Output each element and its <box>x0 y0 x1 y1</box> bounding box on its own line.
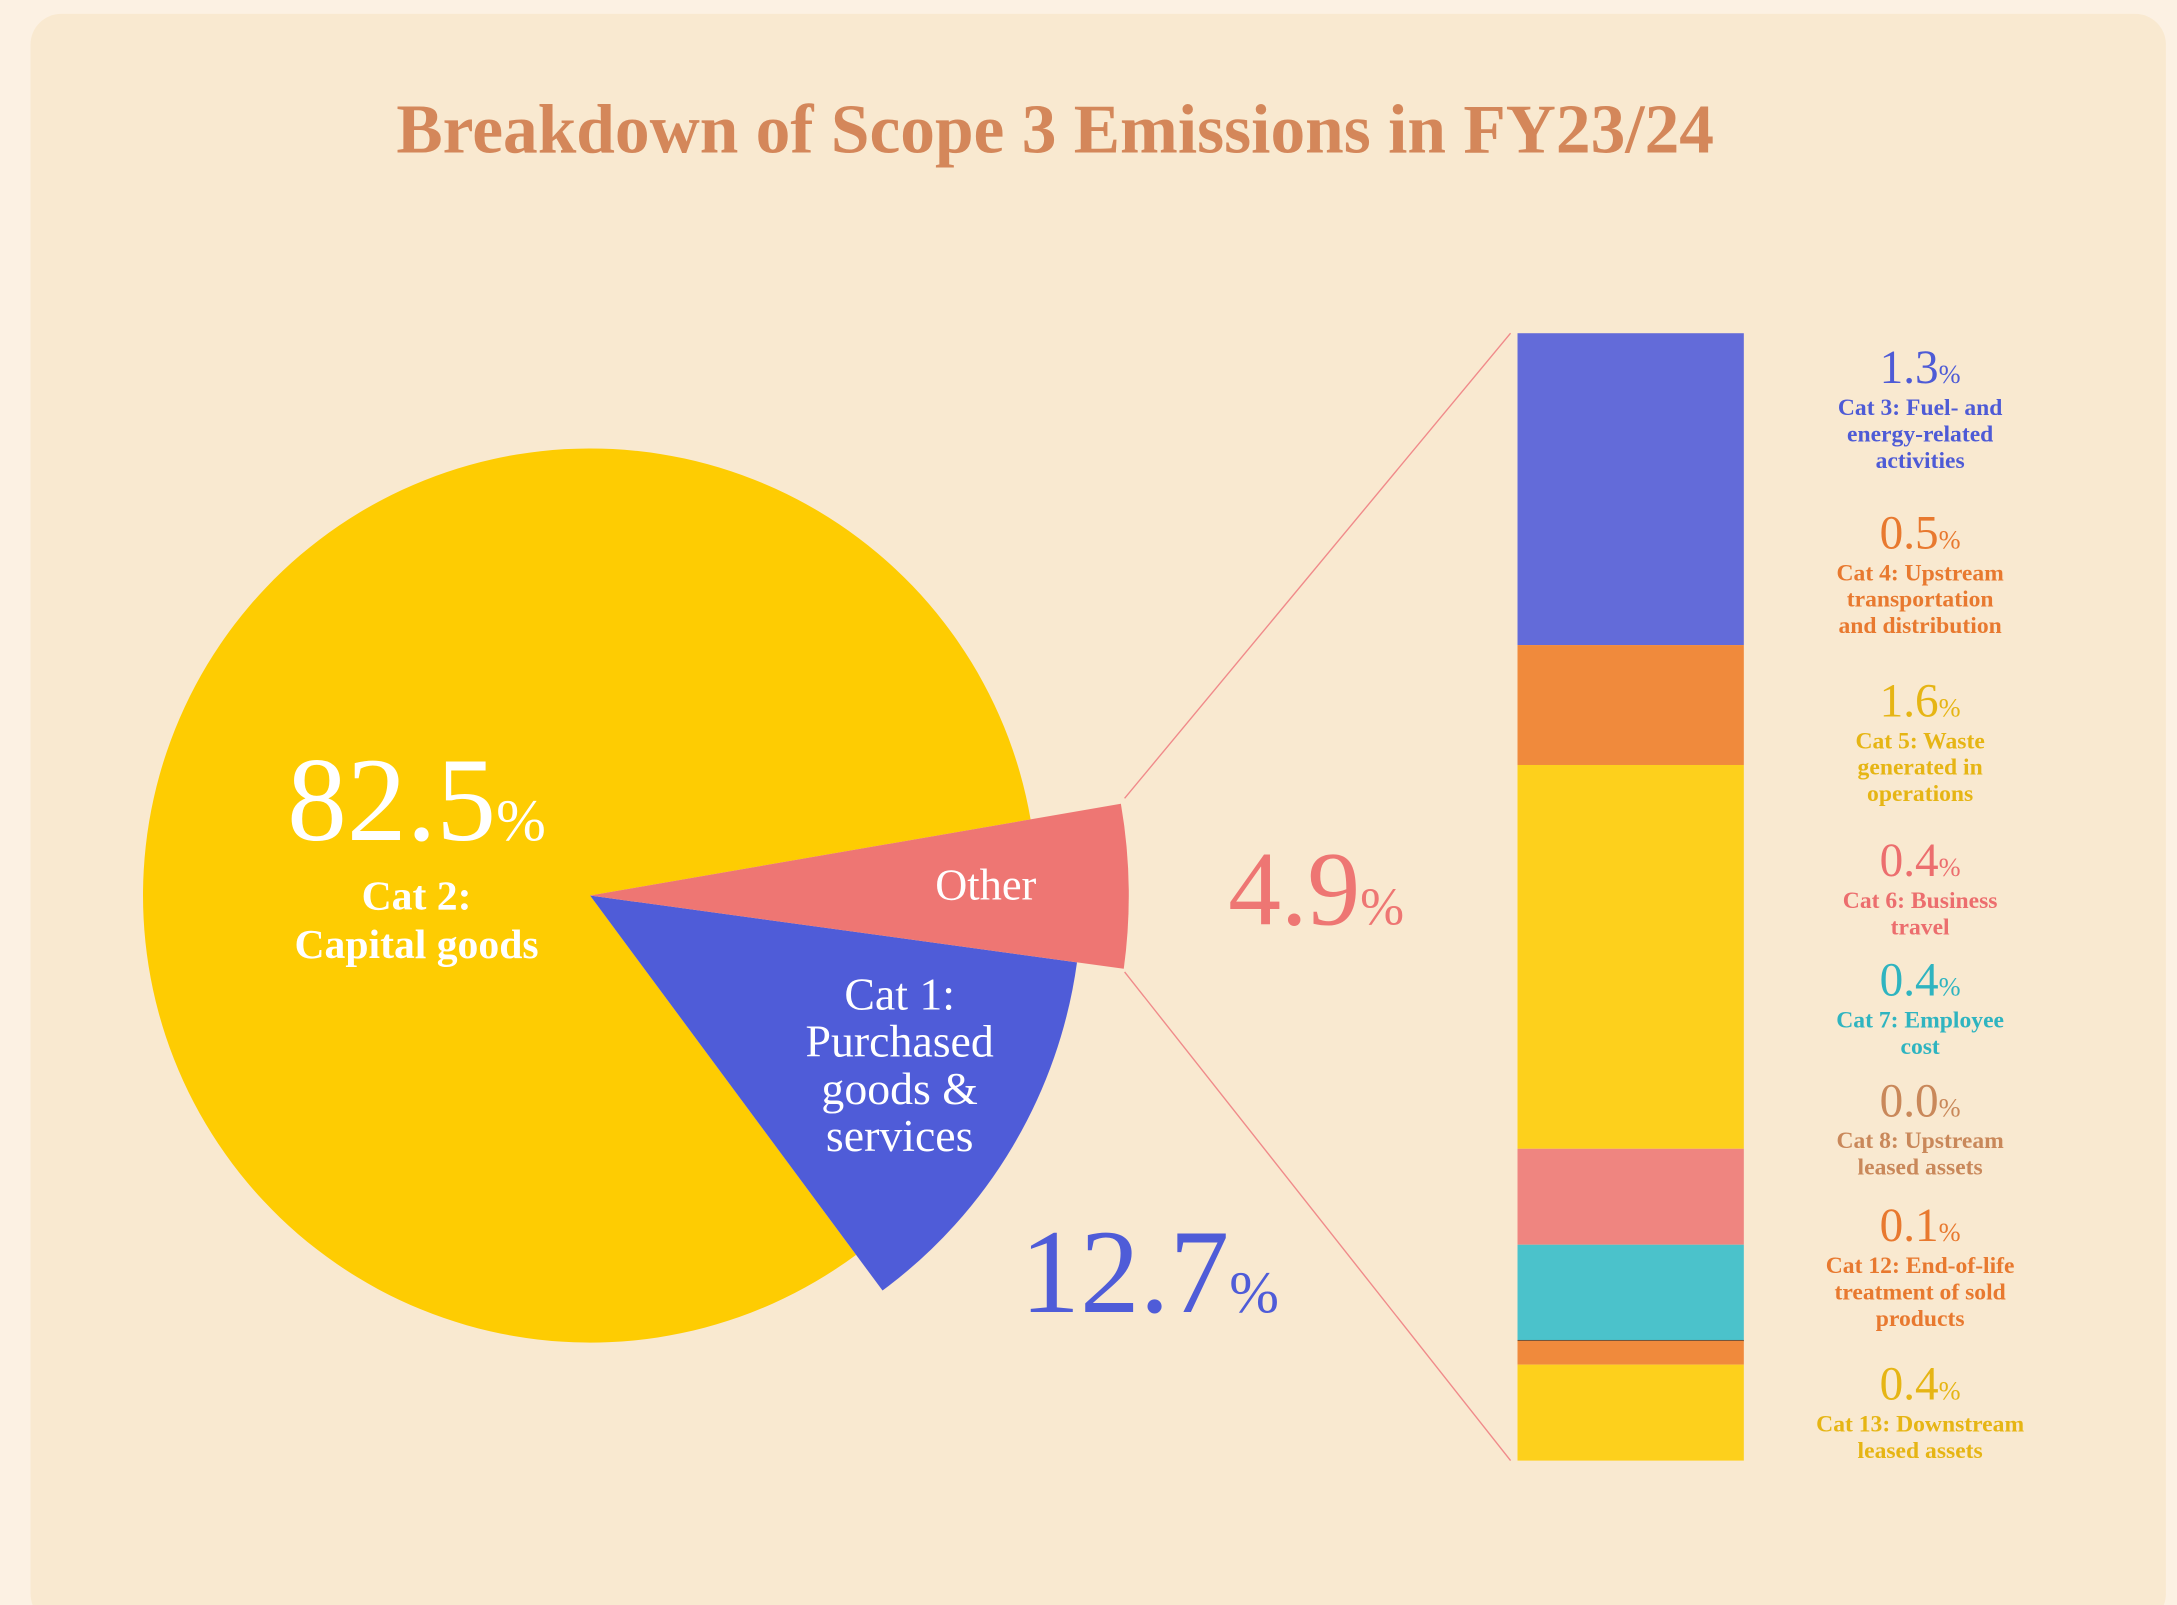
value-number: 0.4 <box>1880 954 1939 1006</box>
bar-value-label: 1.6% <box>1880 675 1961 727</box>
slice-label: Cat 1: Purchased goods & services <box>806 968 994 1161</box>
value-number: 0.4 <box>1880 1359 1939 1411</box>
slice-label-line: Capital goods <box>294 922 538 968</box>
bar-value-label: 0.4% <box>1880 954 1961 1006</box>
value-unit: % <box>1939 853 1961 882</box>
bar-value-label: 0.1% <box>1880 1200 1961 1252</box>
bar-category-label: Cat 8: Upstream leased assets <box>1836 1128 2004 1180</box>
bar-category-label: Cat 12: End-of-life treatment of sold prod… <box>1826 1253 2015 1332</box>
bar-value-label: 1.3% <box>1880 342 1961 394</box>
bar-category-label: Cat 3: Fuel- and energy-related activities <box>1838 395 2002 474</box>
value-unit: % <box>1229 1259 1279 1325</box>
slice-label-line: Cat 1: <box>844 968 955 1019</box>
pie-slice <box>590 803 1129 969</box>
pie-slice <box>143 448 1031 1343</box>
bar-category-line: cost <box>1900 1034 1939 1060</box>
chart-title: Breakdown of Scope 3 Emissions in FY23/2… <box>396 92 1714 169</box>
bar-category-line: Cat 6: Business <box>1843 888 1998 914</box>
bar-category-line: leased assets <box>1858 1438 1983 1464</box>
slice-label-line: goods & <box>821 1063 978 1114</box>
bar-category-line: leased assets <box>1858 1155 1983 1181</box>
bar-value-label: 0.0% <box>1880 1075 1961 1127</box>
pie-slice <box>590 895 1077 1291</box>
bar-category-line: energy-related <box>1847 422 1993 448</box>
bar-category-line: generated in <box>1858 755 1983 781</box>
value-label: 4.9% <box>1228 831 1404 948</box>
bar-segment <box>1517 645 1744 765</box>
value-unit: % <box>496 787 546 853</box>
value-number: 0.4 <box>1880 835 1939 887</box>
bar-segment <box>1517 1244 1744 1341</box>
value-unit: % <box>1360 879 1404 937</box>
bar-category-label: Cat 13: Downstream leased assets <box>1816 1411 2024 1463</box>
bar-segment <box>1517 1364 1744 1461</box>
value-number: 1.3 <box>1880 342 1939 394</box>
bar-category-line: Cat 8: Upstream <box>1836 1128 2004 1154</box>
slice-label: Cat 2: Capital goods <box>294 873 538 968</box>
value-number: 12.7 <box>1020 1206 1229 1338</box>
bar-segment <box>1517 333 1744 646</box>
connector <box>1124 332 1512 799</box>
value-unit: % <box>1939 525 1961 554</box>
slice-label-line: Cat 2: <box>362 873 472 919</box>
bar-category-line: activities <box>1876 448 1965 474</box>
bar-category-line: travel <box>1891 914 1950 940</box>
bar-segment <box>1517 1148 1744 1245</box>
value-label: 12.7% <box>1020 1206 1279 1338</box>
bar-category-label: Cat 5: Waste generated in operations <box>1855 728 1984 807</box>
bar-category-line: transportation <box>1847 587 1994 613</box>
value-unit: % <box>1939 1218 1961 1247</box>
bar-category-line: Cat 7: Employee <box>1836 1007 2004 1033</box>
value-number: 0.1 <box>1880 1200 1939 1252</box>
value-unit: % <box>1939 1093 1961 1122</box>
bar-value-label: 0.4% <box>1880 835 1961 887</box>
slice-label-line: Other <box>935 860 1036 910</box>
value-label: 82.5% <box>287 734 546 866</box>
value-number: 0.5 <box>1880 507 1939 559</box>
bar-category-line: Cat 12: End-of-life <box>1826 1253 2015 1279</box>
bar-value-label: 0.4% <box>1880 1359 1961 1411</box>
bar-category-line: Cat 5: Waste <box>1855 728 1984 754</box>
bar-category-label: Cat 4: Upstream transportation and distrib… <box>1836 560 2004 639</box>
value-number: 1.6 <box>1880 675 1939 727</box>
connector <box>1124 971 1512 1462</box>
slice-label-line: services <box>826 1110 974 1161</box>
bar-category-line: products <box>1876 1306 1965 1332</box>
bar-category-line: Cat 4: Upstream <box>1836 560 2004 586</box>
bar-segment <box>1517 1340 1744 1365</box>
value-unit: % <box>1939 1377 1961 1406</box>
bar-category-label: Cat 7: Employee cost <box>1836 1007 2004 1059</box>
bar-category-line: operations <box>1867 781 1973 807</box>
bar-category-line: Cat 13: Downstream <box>1816 1411 2024 1437</box>
slice-label-line: Purchased <box>806 1016 994 1067</box>
value-number: 4.9 <box>1228 831 1360 948</box>
bar-category-label: Cat 6: Business travel <box>1843 888 1998 940</box>
value-unit: % <box>1939 360 1961 389</box>
value-number: 0.0 <box>1880 1075 1939 1127</box>
value-unit: % <box>1939 693 1961 722</box>
slice-label: Other <box>935 860 1036 910</box>
bar-segment <box>1517 764 1744 1149</box>
value-number: 82.5 <box>287 734 496 866</box>
bar-value-label: 0.5% <box>1880 507 1961 559</box>
value-unit: % <box>1939 972 1961 1001</box>
bar-category-line: Cat 3: Fuel- and <box>1838 395 2002 421</box>
bar-category-line: and distribution <box>1839 613 2002 639</box>
bar-category-line: treatment of sold <box>1835 1280 2006 1306</box>
